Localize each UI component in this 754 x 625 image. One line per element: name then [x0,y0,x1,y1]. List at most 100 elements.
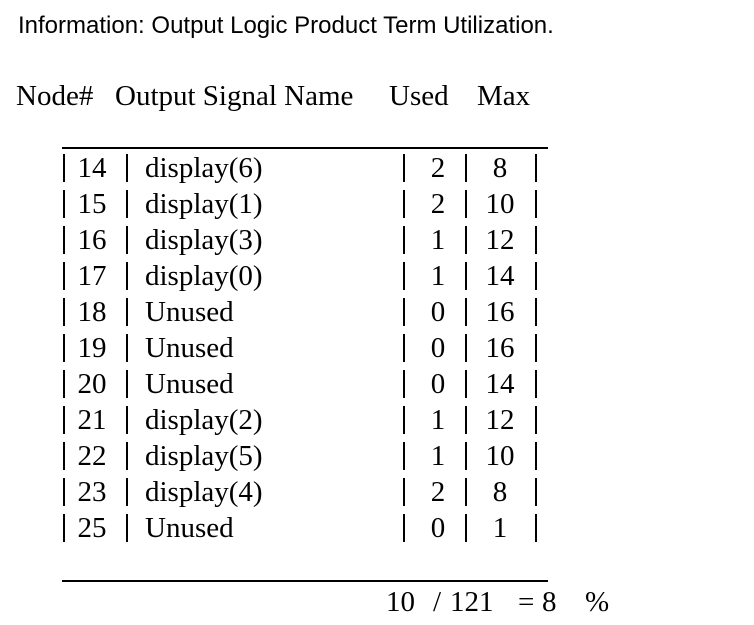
bottom-rule [62,580,548,582]
node-number: 16 [77,224,107,256]
cell-separator [465,478,467,506]
signal-name: display(2) [145,404,263,436]
table-row: 25 Unused 0 1 [0,510,754,546]
report-title: Information: Output Logic Product Term U… [18,12,554,39]
cell-separator [63,334,65,362]
cell-separator [63,442,65,470]
top-rule [62,147,548,149]
cell-separator [126,442,128,470]
signal-name: display(6) [145,152,263,184]
cell-separator [535,190,537,218]
cell-separator [403,442,405,470]
cell-separator [465,514,467,542]
max-count: 10 [485,188,515,220]
node-number: 15 [77,188,107,220]
cell-separator [465,226,467,254]
used-count: 0 [430,512,446,544]
max-count: 8 [492,476,508,508]
total-percent-sign: % [585,586,610,618]
cell-separator [465,154,467,182]
cell-separator [403,478,405,506]
signal-name: display(3) [145,224,263,256]
cell-separator [126,226,128,254]
cell-separator [465,334,467,362]
node-number: 25 [77,512,107,544]
used-count: 2 [430,152,446,184]
used-count: 0 [430,332,446,364]
cell-separator [403,154,405,182]
table-row: 19 Unused 0 16 [0,330,754,366]
cell-separator [465,298,467,326]
cell-separator [63,406,65,434]
used-count: 0 [430,368,446,400]
cell-separator [403,190,405,218]
node-number: 14 [77,152,107,184]
cell-separator [465,370,467,398]
signal-name: display(5) [145,440,263,472]
node-number: 19 [77,332,107,364]
signal-name: Unused [145,368,234,400]
table-row: 21 display(2) 1 12 [0,402,754,438]
cell-separator [403,370,405,398]
cell-separator [126,478,128,506]
table-row: 22 display(5) 1 10 [0,438,754,474]
cell-separator [126,262,128,290]
cell-separator [535,154,537,182]
cell-separator [63,154,65,182]
table-row: 15 display(1) 2 10 [0,186,754,222]
cell-separator [403,226,405,254]
cell-separator [403,514,405,542]
cell-separator [465,406,467,434]
node-number: 18 [77,296,107,328]
header-node: Node# [16,80,94,112]
cell-separator [126,154,128,182]
cell-separator [126,406,128,434]
cell-separator [126,370,128,398]
max-count: 1 [492,512,508,544]
signal-name: Unused [145,512,234,544]
total-used: 10 [386,586,415,618]
cell-separator [63,370,65,398]
node-number: 22 [77,440,107,472]
cell-separator [63,190,65,218]
total-equals: = [518,586,535,618]
max-count: 16 [485,332,515,364]
cell-separator [465,262,467,290]
used-count: 1 [430,404,446,436]
used-count: 1 [430,224,446,256]
max-count: 14 [485,260,515,292]
max-count: 16 [485,296,515,328]
cell-separator [535,298,537,326]
signal-name: Unused [145,332,234,364]
total-slash: / [433,586,442,618]
used-count: 1 [430,440,446,472]
cell-separator [126,514,128,542]
cell-separator [535,514,537,542]
table-row: 17 display(0) 1 14 [0,258,754,294]
max-count: 14 [485,368,515,400]
node-number: 23 [77,476,107,508]
total-percent-value: 8 [542,586,557,618]
cell-separator [535,370,537,398]
cell-separator [126,334,128,362]
cell-separator [63,262,65,290]
cell-separator [535,334,537,362]
header-output-signal-name: Output Signal Name [115,80,354,112]
table-row: 16 display(3) 1 12 [0,222,754,258]
used-count: 2 [430,188,446,220]
cell-separator [403,334,405,362]
cell-separator [63,226,65,254]
cell-separator [535,442,537,470]
cell-separator [403,262,405,290]
signal-name: display(1) [145,188,263,220]
table-row: 23 display(4) 2 8 [0,474,754,510]
max-count: 8 [492,152,508,184]
cell-separator [465,442,467,470]
cell-separator [63,514,65,542]
max-count: 10 [485,440,515,472]
node-number: 17 [77,260,107,292]
signal-name: Unused [145,296,234,328]
utilization-table: 14 display(6) 2 8 15 display(1) 2 10 16 … [0,150,754,546]
cell-separator [535,226,537,254]
used-count: 0 [430,296,446,328]
